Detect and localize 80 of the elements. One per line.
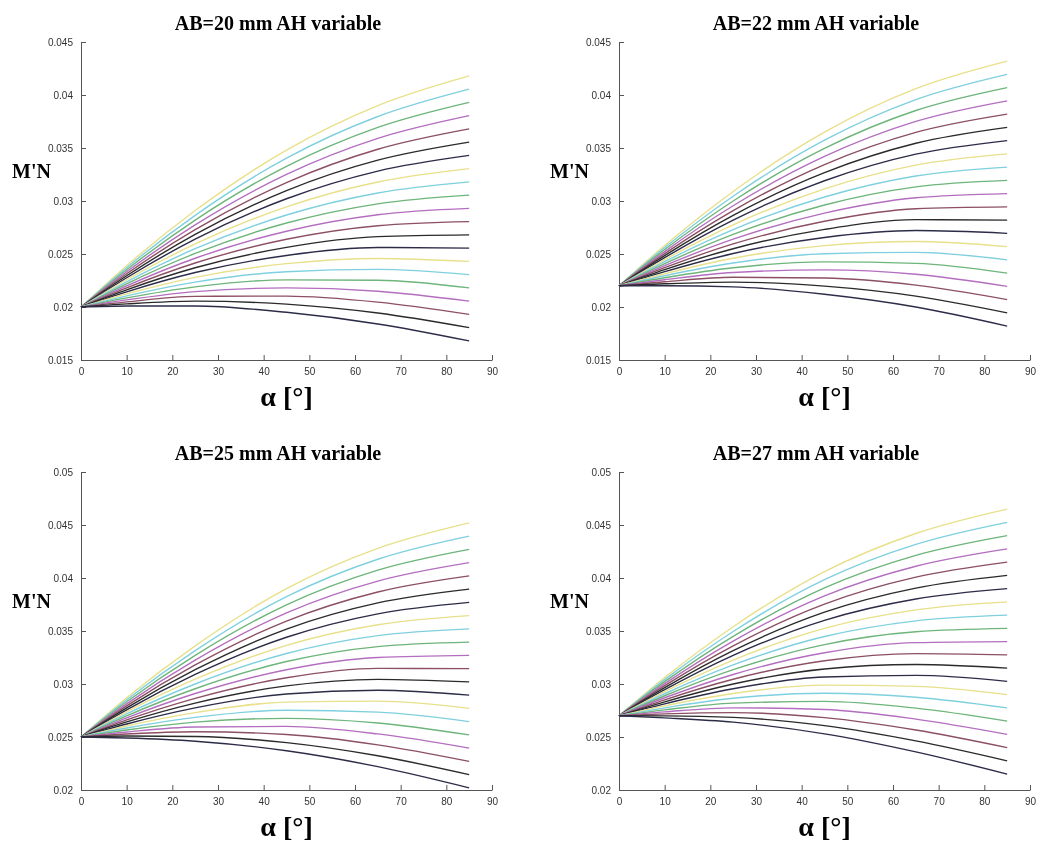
x-tick-label: 0 — [78, 796, 85, 807]
y-tick-label: 0.03 — [591, 678, 612, 690]
y-tick-label: 0.04 — [591, 572, 612, 584]
y-axis-title: M'N — [550, 590, 590, 612]
x-tick-label: 50 — [842, 796, 854, 807]
x-tick-label: 70 — [933, 366, 946, 377]
x-tick-label: 90 — [486, 796, 499, 807]
y-tick-label: 0.045 — [47, 36, 74, 48]
x-tick-label: 0 — [78, 366, 85, 377]
y-axis-title: M'N — [12, 590, 52, 612]
y-axis-title: M'N — [12, 160, 52, 182]
y-tick-label: 0.015 — [47, 354, 74, 366]
x-tick-label: 20 — [705, 366, 717, 377]
y-tick-label: 0.02 — [591, 784, 612, 796]
x-tick-label: 40 — [258, 366, 271, 377]
x-axis-title: α [°] — [798, 381, 851, 412]
y-tick-label: 0.045 — [585, 519, 612, 531]
x-tick-label: 60 — [887, 796, 900, 807]
x-axis-title: α [°] — [798, 811, 851, 842]
y-tick-label: 0.035 — [585, 142, 612, 154]
x-tick-label: 10 — [659, 796, 672, 807]
x-tick-label: 80 — [979, 366, 991, 377]
x-tick-label: 20 — [705, 796, 717, 807]
x-tick-label: 10 — [121, 796, 134, 807]
x-tick-label: 40 — [796, 796, 809, 807]
x-tick-label: 80 — [979, 796, 991, 807]
x-tick-label: 90 — [1024, 796, 1037, 807]
x-tick-label: 20 — [167, 366, 179, 377]
x-tick-label: 50 — [304, 366, 316, 377]
y-tick-label: 0.04 — [53, 572, 74, 584]
x-tick-label: 30 — [212, 366, 225, 377]
y-tick-label: 0.045 — [585, 36, 612, 48]
x-tick-label: 80 — [441, 366, 453, 377]
y-tick-label: 0.025 — [585, 731, 612, 743]
x-axis-title: α [°] — [260, 811, 313, 842]
x-tick-label: 50 — [304, 796, 316, 807]
x-tick-label: 40 — [258, 796, 271, 807]
y-tick-label: 0.025 — [47, 731, 74, 743]
x-tick-label: 10 — [659, 366, 672, 377]
chart-title: AB=25 mm AH variable — [174, 442, 382, 464]
y-axis-title: M'N — [550, 160, 590, 182]
y-tick-label: 0.045 — [47, 519, 74, 531]
x-tick-label: 30 — [212, 796, 225, 807]
chart-title: AB=20 mm AH variable — [174, 12, 382, 34]
y-tick-label: 0.02 — [591, 301, 612, 313]
y-tick-label: 0.03 — [53, 678, 74, 690]
y-tick-label: 0.03 — [591, 195, 612, 207]
y-tick-label: 0.035 — [47, 625, 74, 637]
x-tick-label: 0 — [616, 366, 623, 377]
x-tick-label: 90 — [486, 366, 499, 377]
x-tick-label: 70 — [395, 796, 408, 807]
y-tick-label: 0.03 — [53, 195, 74, 207]
chart-title: AB=27 mm AH variable — [712, 442, 920, 464]
x-tick-label: 90 — [1024, 366, 1037, 377]
y-tick-label: 0.04 — [53, 89, 74, 101]
y-tick-label: 0.05 — [591, 466, 612, 478]
x-tick-label: 50 — [842, 366, 854, 377]
y-tick-label: 0.015 — [585, 354, 612, 366]
y-tick-label: 0.04 — [591, 89, 612, 101]
y-tick-label: 0.025 — [47, 248, 74, 260]
y-tick-label: 0.025 — [585, 248, 612, 260]
y-tick-label: 0.02 — [53, 784, 74, 796]
x-tick-label: 70 — [933, 796, 946, 807]
y-tick-label: 0.035 — [585, 625, 612, 637]
x-tick-label: 60 — [349, 366, 362, 377]
x-tick-label: 40 — [796, 366, 809, 377]
y-tick-label: 0.035 — [47, 142, 74, 154]
x-tick-label: 70 — [395, 366, 408, 377]
y-tick-label: 0.05 — [53, 466, 74, 478]
x-tick-label: 20 — [167, 796, 179, 807]
x-tick-label: 80 — [441, 796, 453, 807]
x-tick-label: 30 — [750, 366, 763, 377]
x-tick-label: 0 — [616, 796, 623, 807]
y-tick-label: 0.02 — [53, 301, 74, 313]
x-tick-label: 60 — [349, 796, 362, 807]
x-axis-title: α [°] — [260, 381, 313, 412]
x-tick-label: 60 — [887, 366, 900, 377]
x-tick-label: 30 — [750, 796, 763, 807]
x-tick-label: 10 — [121, 366, 134, 377]
chart-title: AB=22 mm AH variable — [712, 12, 920, 34]
